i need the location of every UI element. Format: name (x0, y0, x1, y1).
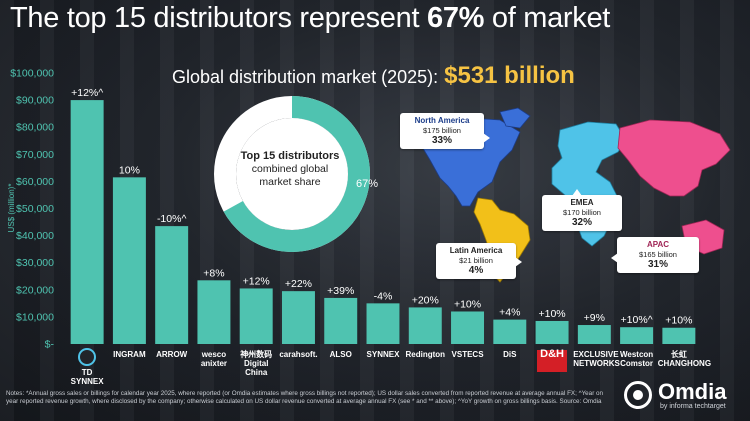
logo-text: Redington (405, 350, 446, 359)
bar-d-h (535, 320, 569, 344)
y-tick-label: $80,000 (16, 122, 54, 134)
bar-wesco-anixter (197, 280, 231, 344)
bar-changhong (662, 327, 696, 344)
logo-d-h: D&H (537, 348, 567, 372)
bar-vstecs (451, 311, 485, 344)
donut-percent: 67% (356, 178, 379, 190)
logo-text: D&H (540, 348, 564, 360)
logo-arrow: ARROW (151, 350, 193, 359)
growth-label: +22% (285, 278, 312, 290)
bar-redington (408, 307, 442, 344)
logo-text: 神州数码 Digital China (240, 350, 273, 377)
growth-label: -4% (374, 290, 393, 302)
logo-westcon-comstor: Westcon Comstor (615, 350, 657, 368)
bar-westcon-comstor (620, 327, 654, 344)
logo-td-synnex: TD SYNNEX (66, 348, 108, 386)
logo-text: EXCLUSIVE NETWORKS (573, 350, 620, 368)
logo-text: ARROW (156, 350, 188, 359)
bar-exclusive-networks (577, 325, 611, 344)
y-tick-label: $40,000 (16, 230, 54, 242)
donut-label: Top 15 distributors combined global marke… (240, 150, 340, 188)
logo-wesco-anixter: wesco anixter (193, 350, 235, 368)
y-tick-label: $90,000 (16, 95, 54, 107)
growth-label: +10% (665, 315, 692, 327)
bar-ingram (112, 177, 146, 344)
growth-label: +9% (584, 312, 605, 324)
y-tick-label: $30,000 (16, 257, 54, 269)
growth-label: +4% (499, 307, 520, 319)
logo-text: wesco anixter (200, 350, 228, 368)
bar-dis (493, 319, 527, 344)
callout-emea: EMEA $170 billion 32% (542, 189, 622, 231)
growth-label: +10%^ (621, 314, 653, 326)
bar-arrow (155, 226, 189, 344)
bar-td-synnex (70, 100, 104, 344)
page-title: The top 15 distributors represent 67% of… (10, 2, 611, 34)
logo-text: TD SYNNEX (70, 368, 104, 386)
growth-label: -10%^ (157, 213, 187, 225)
logo-also: ALSO (320, 350, 362, 359)
y-tick-label: $70,000 (16, 149, 54, 161)
growth-label: +20% (412, 294, 439, 306)
logo-digital-china: 神州数码 Digital China (235, 350, 277, 377)
logo-text: DiS (503, 350, 517, 359)
growth-label: +12%^ (71, 87, 103, 99)
y-tick-label: $10,000 (16, 311, 54, 323)
bar-carahsoft (281, 291, 315, 344)
logo-exclusive-networks: EXCLUSIVE NETWORKS (573, 350, 620, 368)
y-tick-label: $100,000 (10, 68, 54, 80)
y-tick-label: $- (45, 339, 55, 351)
y-tick-label: $60,000 (16, 176, 54, 188)
donut-center (236, 118, 348, 230)
logo-carahsoft: carahsoft. (277, 350, 319, 359)
callout-north-america: North America $175 billion 33% (400, 113, 490, 149)
bar-digital-china (239, 288, 273, 344)
growth-label: +39% (327, 285, 354, 297)
logo-redington: Redington (404, 350, 446, 359)
growth-label: +8% (203, 267, 224, 279)
growth-label: +10% (454, 298, 481, 310)
logo-dis: DiS (489, 350, 531, 359)
callout-apac: APAC $165 billion 31% (611, 237, 699, 273)
bar-also (324, 297, 358, 344)
logo-text: 长虹 CHANGHONG (657, 350, 712, 368)
logo-text: Westcon Comstor (619, 350, 654, 368)
map-apac (617, 119, 731, 197)
callout-latin-america: Latin America $21 billion 4% (436, 243, 522, 279)
omdia-logo-icon (624, 381, 652, 409)
logo-text: INGRAM (113, 350, 146, 359)
y-tick-label: $50,000 (16, 203, 54, 215)
td-synnex-icon (78, 348, 97, 366)
logo-text: SYNNEX (366, 350, 400, 359)
logo-ingram: INGRAM (108, 350, 150, 359)
omdia-brand: Omdia by informa techtarget (622, 379, 742, 415)
logo-changhong: 长虹 CHANGHONG (657, 350, 712, 368)
logo-text: VSTECS (451, 350, 484, 359)
logo-text: carahsoft. (279, 350, 318, 359)
growth-label: +10% (538, 308, 565, 320)
bar-synnex (366, 303, 400, 344)
map-greenland (499, 107, 531, 129)
logo-text: ALSO (329, 350, 352, 359)
donut-share-slice (223, 96, 370, 253)
growth-label: 10% (119, 164, 140, 176)
footnotes: Notes: *Annual gross sales or billings f… (6, 390, 604, 405)
logo-vstecs: VSTECS (446, 350, 488, 359)
y-axis-label: US$ (million)* (7, 184, 16, 233)
growth-label: +12% (243, 275, 270, 287)
y-tick-label: $20,000 (16, 284, 54, 296)
market-subtitle: Global distribution market (2025): $531 b… (172, 62, 575, 89)
market-amount: $531 billion (444, 62, 575, 89)
logo-synnex: SYNNEX (362, 350, 404, 359)
